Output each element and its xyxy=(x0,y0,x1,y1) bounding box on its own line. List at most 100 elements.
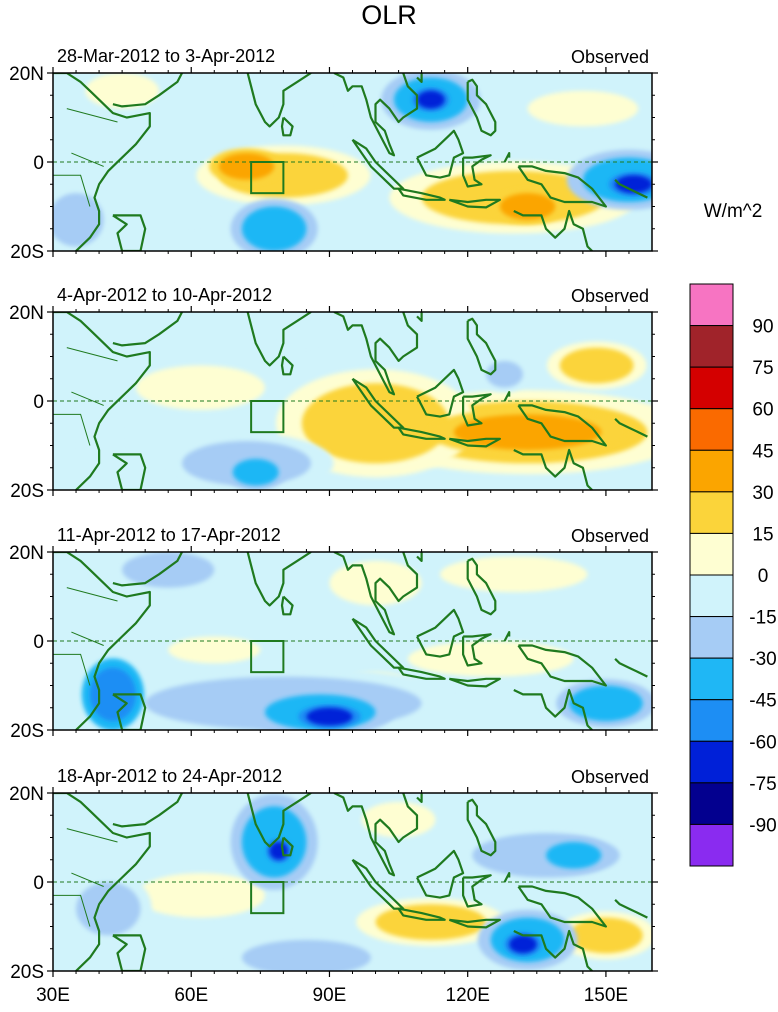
colorbar-swatch xyxy=(689,449,734,493)
y-tick-label: 20S xyxy=(10,962,44,983)
coastlines xyxy=(53,793,648,971)
anomaly-blob xyxy=(85,73,159,109)
coastline xyxy=(517,644,608,687)
colorbar-swatch xyxy=(689,699,734,742)
anomaly-blob xyxy=(569,685,643,722)
coastline xyxy=(397,187,446,201)
colorbar-swatch xyxy=(689,532,734,576)
anomaly-blob xyxy=(241,206,307,251)
y-tick-label: 20S xyxy=(10,242,44,263)
border-line xyxy=(71,872,104,887)
coastline xyxy=(614,899,648,919)
x-tick-label: 30E xyxy=(36,985,70,1006)
coastline xyxy=(112,453,147,490)
coastline xyxy=(223,312,312,367)
colorbar-level-label: -60 xyxy=(749,732,776,753)
coastline xyxy=(280,595,294,616)
coastline xyxy=(517,404,608,447)
anomaly-blob xyxy=(417,90,445,109)
coastline xyxy=(517,165,608,208)
anomaly-blob xyxy=(569,917,643,954)
panel-observed-label: Observed xyxy=(571,767,649,787)
panel-observed-label: Observed xyxy=(571,526,649,546)
anomaly-field xyxy=(81,552,652,730)
border-line xyxy=(66,108,118,123)
anomaly-blob xyxy=(71,312,146,348)
coastline xyxy=(462,633,492,667)
colorbar-level-label: -90 xyxy=(749,815,776,836)
coastline xyxy=(448,677,501,688)
anomaly-blob xyxy=(324,95,381,140)
coastline xyxy=(223,793,312,848)
coastline xyxy=(53,312,151,490)
coastline xyxy=(333,793,419,877)
y-tick-label: 0 xyxy=(33,392,44,413)
coastline xyxy=(462,154,492,188)
anomaly-blob xyxy=(218,153,275,180)
coastline xyxy=(416,849,465,899)
colorbar-level-label: 15 xyxy=(752,524,773,545)
colorbar-swatch xyxy=(689,740,734,784)
y-tick-label: 20N xyxy=(9,303,44,324)
coastline xyxy=(462,393,492,427)
coastline xyxy=(397,426,446,440)
y-tick-label: 20N xyxy=(9,543,44,564)
border-line xyxy=(53,413,91,446)
colorbar-level-label: 45 xyxy=(752,441,773,462)
coastline xyxy=(503,152,511,163)
coastline xyxy=(513,209,593,251)
x-tick-label: 120E xyxy=(446,985,490,1006)
coastline xyxy=(503,630,511,642)
border-line xyxy=(53,894,91,927)
index-box-region xyxy=(250,881,285,915)
border-line xyxy=(53,653,91,686)
anomaly-blob xyxy=(135,365,265,410)
colorbar-swatch xyxy=(689,491,734,534)
colorbar-swatch xyxy=(689,782,734,825)
colorbar-swatch xyxy=(689,408,734,451)
colorbar-level-label: -15 xyxy=(749,608,776,629)
y-tick-label: 20N xyxy=(9,784,44,805)
colorbar: 90 75 60 45 30 15 0 -15 -30 -45 -60 -75 -90 xyxy=(689,283,777,867)
coastline xyxy=(280,116,294,137)
index-box-region xyxy=(250,400,285,434)
coastline xyxy=(333,312,419,396)
anomaly-blob xyxy=(301,383,450,464)
anomaly-blob xyxy=(440,556,588,593)
border-line xyxy=(71,152,104,167)
panel-period-label: 28-Mar-2012 to 3-Apr-2012 xyxy=(57,46,275,66)
border-line xyxy=(66,587,118,602)
anomaly-blob xyxy=(122,552,215,588)
coastline xyxy=(53,793,151,971)
panels-group: 20N 0 20S 28-Mar-2012 to 3-Apr-2012 Observed… xyxy=(9,46,658,1006)
coastline xyxy=(223,73,312,128)
coastline xyxy=(333,552,419,636)
colorbar-level-label: 30 xyxy=(752,483,773,504)
coastline xyxy=(448,437,501,448)
y-tick-label: 0 xyxy=(33,632,44,653)
index-box-region xyxy=(250,640,285,674)
coastline xyxy=(397,666,446,680)
coastlines xyxy=(53,552,648,730)
anomaly-blob xyxy=(53,193,104,247)
coastline xyxy=(416,73,423,84)
colorbar-swatch xyxy=(689,616,734,659)
coastline xyxy=(466,798,497,857)
colorbar-level-label: 75 xyxy=(752,358,773,379)
coastline xyxy=(223,552,312,607)
coastline xyxy=(416,129,465,179)
panel-period-label: 4-Apr-2012 to 10-Apr-2012 xyxy=(57,285,272,305)
panel-period-label: 18-Apr-2012 to 24-Apr-2012 xyxy=(57,766,282,786)
y-tick-label: 20S xyxy=(10,481,44,502)
coastline xyxy=(416,552,423,563)
coastline xyxy=(280,355,294,376)
map-panel: 20N 0 20S 18-Apr-2012 to 24-Apr-2012 Observe… xyxy=(9,766,658,1006)
coastline xyxy=(466,78,497,137)
anomaly-blob xyxy=(527,90,639,127)
anomaly-blob xyxy=(499,193,556,220)
x-tick-label: 150E xyxy=(584,985,628,1006)
y-tick-label: 0 xyxy=(33,873,44,894)
anomaly-blob xyxy=(269,316,344,353)
coastline xyxy=(466,557,497,616)
